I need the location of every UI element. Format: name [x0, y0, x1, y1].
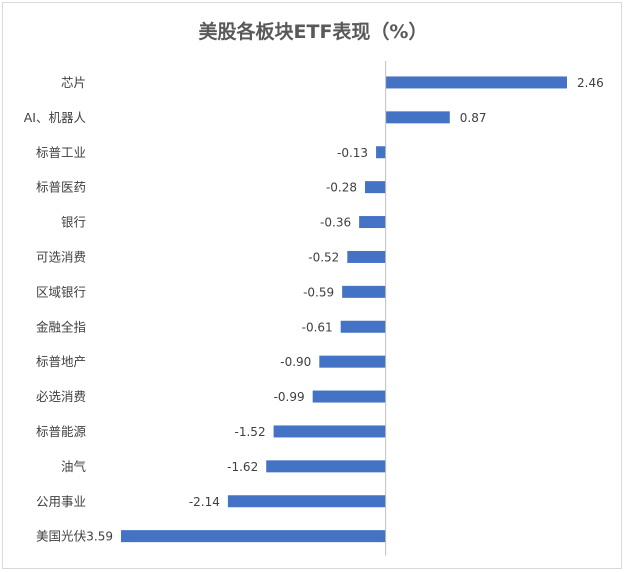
category-label: 金融全指 [36, 319, 86, 334]
bar-row: 标普工业 -0.13 [36, 145, 386, 160]
value-label: -2.14 [189, 495, 220, 509]
bar [266, 460, 386, 473]
bar [365, 181, 386, 194]
category-label: 区域银行 [36, 284, 86, 299]
bar [376, 146, 386, 159]
category-label: 标普医药 [36, 180, 86, 195]
value-label: -0.90 [280, 355, 311, 369]
category-label: 芯片 [61, 75, 86, 90]
value-label: -1.62 [227, 460, 258, 474]
bar-row: 标普医药 -0.28 [36, 180, 386, 195]
bar-row: 金融全指 -0.61 [36, 319, 386, 334]
category-label: 标普地产 [36, 354, 86, 369]
bar [227, 495, 386, 508]
chart-title: 美股各板块ETF表现（%） [199, 20, 428, 43]
category-label: 美国光伏 [36, 529, 87, 544]
bar [342, 285, 386, 298]
bar [347, 250, 386, 263]
bar-row: 区域银行 -0.59 [36, 284, 386, 299]
value-label: -0.36 [320, 216, 351, 230]
value-label: 2.46 [577, 76, 604, 90]
bar-row: 标普能源 -1.52 [36, 424, 386, 439]
value-label: 0.87 [460, 111, 487, 125]
bar-row: 标普地产 -0.90 [36, 354, 386, 369]
bar [359, 216, 386, 229]
category-label: 油气 [61, 459, 87, 474]
bar [385, 111, 450, 124]
bar-row: 可选消费 -0.52 [36, 249, 386, 264]
category-label: 标普工业 [36, 145, 86, 160]
bar-row: 美国光伏-3.59 [36, 529, 386, 544]
value-label: -0.59 [303, 285, 334, 299]
bar-row: AI、机器人 0.87 [24, 110, 487, 125]
bars-layer: 芯片 2.46 AI、机器人 0.87 标普工业 -0.13 标普医药 -0.28 银行 -0.3… [24, 75, 604, 544]
value-label: -0.28 [326, 181, 357, 195]
bar-row: 油气 -1.62 [61, 459, 386, 474]
bar-row: 必选消费 -0.99 [36, 389, 386, 404]
bar [340, 320, 386, 333]
bar [385, 76, 567, 89]
bar-row: 芯片 2.46 [61, 75, 604, 90]
value-label: -3.59 [82, 530, 113, 544]
bar [319, 355, 386, 368]
bar [312, 390, 386, 403]
bar [273, 425, 386, 438]
category-label: 公用事业 [36, 494, 86, 509]
value-label: -0.61 [302, 320, 333, 334]
value-label: -0.99 [274, 390, 305, 404]
category-label: 标普能源 [36, 424, 87, 439]
value-label: -0.13 [337, 146, 368, 160]
category-label: AI、机器人 [24, 110, 87, 125]
bar [121, 530, 386, 543]
value-label: -1.52 [235, 425, 266, 439]
value-label: -0.52 [308, 250, 339, 264]
bar-row: 银行 -0.36 [61, 215, 386, 230]
category-label: 可选消费 [36, 249, 86, 264]
bar-row: 公用事业 -2.14 [36, 494, 386, 509]
category-label: 银行 [61, 215, 86, 230]
category-label: 必选消费 [36, 389, 86, 404]
